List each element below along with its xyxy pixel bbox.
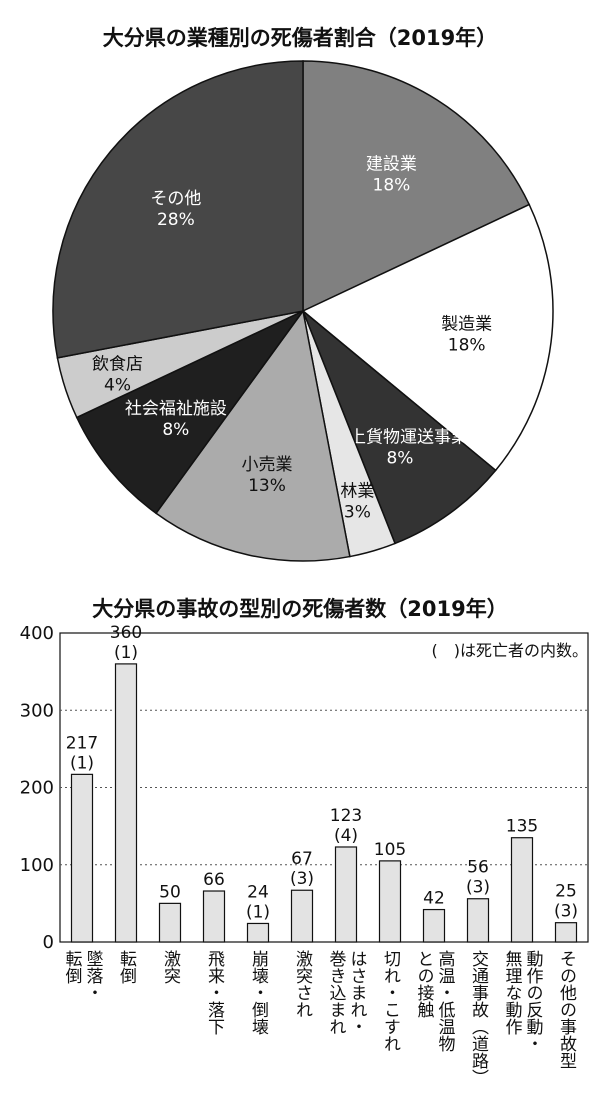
bar [554,922,578,943]
bar [334,846,358,943]
category-label: 激突 [160,950,181,984]
category-label: 崩壊・倒壊 [248,950,269,1035]
category-label: 高温・低温物 [435,950,456,1052]
bar-value-label: 123 [330,806,362,826]
y-tick-label: 200 [20,778,54,799]
bar-value-label: 42 [423,889,445,909]
pie-chart: 建設業18%製造業18%陸上貨物運送事業8%林業3%小売業13%社会福祉施設8%… [52,60,554,562]
bar-deaths-label: (1) [246,902,270,922]
bar-deaths-label: (1) [114,643,138,663]
category-label: 動作の反動・ [523,950,544,1052]
bar [246,922,270,943]
category-label: 墜落・ [83,950,104,1001]
y-tick-label: 100 [20,855,54,876]
pie-slice-label: 社会福祉施設 [125,399,227,419]
y-tick-label: 300 [20,700,54,721]
bar [378,860,402,943]
plot-frame [59,632,589,943]
category-label: 転倒 [62,950,83,984]
bar-value-label: 217 [66,733,98,753]
category-label: 交通事故（道路） [468,950,489,1086]
bar [510,837,534,943]
bar [70,773,94,943]
category-label: 無理な動作 [502,950,523,1035]
bar-value-label: 66 [203,870,225,890]
bar-value-label: 67 [291,849,313,869]
pie-chart-title: 大分県の業種別の死傷者割合（2019年） [102,26,498,50]
y-tick-label: 0 [43,932,54,953]
category-label: 激突され [292,950,313,1018]
pie-slice-percent: 13% [248,476,286,496]
bar [114,663,138,943]
category-label: はさまれ・ [347,950,367,1035]
pie-slice-label: 陸上貨物運送事業 [332,427,468,447]
category-label: との接触 [414,950,435,1018]
pie-slice-percent: 4% [104,375,131,395]
pie-slice [75,310,304,515]
category-label: 切れ・こすれ [380,950,401,1052]
bar [158,902,182,943]
category-label: 転倒 [116,950,137,984]
pie-slice-percent: 8% [386,448,413,468]
pie-slice-percent: 28% [157,210,195,230]
bar-value-label: 50 [159,882,181,902]
bar-value-label: 360 [110,623,142,643]
pie-slice-percent: 8% [162,420,189,440]
pie-slice-label: 製造業 [441,315,492,335]
pie-slice-label: 林業 [340,481,374,501]
bar-deaths-label: (1) [70,753,94,773]
pie-slice-percent: 18% [448,336,486,356]
y-tick-label: 400 [20,623,54,644]
bar [422,908,446,943]
bar-value-label: 24 [247,882,269,902]
pie-slice [52,60,304,359]
bar [290,889,314,943]
deaths-note: ( )は死亡者の内数。 [432,641,589,660]
bar-value-label: 25 [555,882,577,902]
bar-deaths-label: (3) [466,878,490,898]
pie-slice [302,310,497,545]
bar-value-label: 105 [374,840,406,860]
category-label: 飛来・落下 [204,950,225,1035]
pie-slice-label: 小売業 [242,455,293,475]
pie-slice [155,309,351,562]
pie-slice-label: 建設業 [366,155,417,175]
bar [466,898,490,943]
category-label: 巻き込まれ [326,950,347,1035]
bar-chart: ( )は死亡者の内数。 0100200300400217(1)墜落・転倒360(… [20,623,589,1086]
bar-chart-title: 大分県の事故の型別の死傷者数（2019年） [92,597,508,621]
bar-deaths-label: (3) [554,902,578,922]
bar-value-label: 56 [467,858,489,878]
bar [202,890,226,943]
pie-slice-label: 飲食店 [92,354,143,374]
category-label: その他の事故型 [556,950,577,1069]
bar-deaths-label: (4) [334,826,358,846]
pie-slice [302,60,531,313]
bar-value-label: 135 [506,817,538,837]
pie-slice [301,203,554,472]
bar-deaths-label: (3) [290,869,314,889]
pie-slice-percent: 3% [344,502,371,522]
pie-slice-percent: 18% [373,176,411,196]
pie-slice-label: その他 [150,189,201,209]
